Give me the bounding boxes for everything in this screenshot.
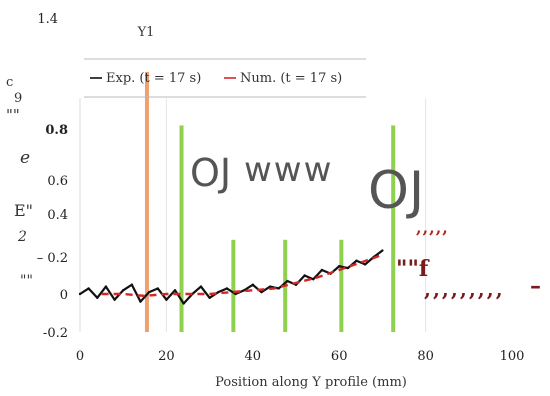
series-0-point-9 [156, 287, 159, 290]
series-0-point-7 [139, 300, 142, 303]
vertical-marker-4 [339, 239, 344, 332]
series-0-point-17 [225, 287, 229, 290]
series-0-point-33 [363, 263, 367, 266]
series-0-point-3 [104, 285, 108, 288]
series-layer [78, 249, 384, 305]
chart-title: Y1 [137, 25, 155, 40]
series-0-point-5 [122, 289, 125, 292]
x-tick-label-4: 80 [417, 349, 434, 364]
dark-dash: – [530, 273, 541, 299]
legend: Exp. (t = 17 s) Num. (t = 17 s) [84, 58, 366, 98]
x-tick-label-5: 100 [500, 349, 525, 364]
ylabel-fragment-e: e [20, 148, 30, 168]
ylabel-fragment-2: 2 [17, 229, 27, 245]
y-tick-label-2: 0.6 [47, 174, 68, 189]
series-0-point-22 [268, 285, 272, 288]
series-0-point-11 [173, 289, 177, 292]
y-tick-label-1: 0.8 [45, 123, 68, 138]
series-0-point-31 [346, 266, 350, 270]
vertical-markers [144, 71, 396, 332]
series-0-point-14 [199, 285, 203, 288]
y-tick-label-3: 0.4 [47, 208, 68, 223]
series-0-point-6 [130, 283, 134, 286]
series-0-point-23 [277, 287, 280, 290]
vertical-marker-1 [179, 125, 184, 332]
ylabel-fragment-c: c [6, 75, 13, 90]
series-0-point-27 [312, 278, 315, 281]
fragment-f: ""f [396, 256, 430, 282]
series-0-point-15 [208, 296, 211, 299]
series-0-point-18 [234, 292, 237, 296]
series-0-point-32 [355, 259, 358, 262]
series-0-point-28 [320, 268, 324, 272]
x-tick-label-1: 20 [158, 349, 175, 364]
overlay-label-b: www [244, 150, 333, 190]
y-tick-labels: 0.8 0.6 0.4 – 0.2 0 -0.2 [37, 123, 68, 341]
x-tick-labels: 0 20 40 60 80 100 [76, 349, 525, 364]
vertical-marker-0 [144, 71, 149, 332]
red-comma-marks-1: ,,,,, [416, 218, 449, 237]
y-tick-label-6: -0.2 [43, 326, 68, 341]
series-0-point-16 [217, 290, 220, 294]
x-tick-label-2: 40 [245, 349, 262, 364]
vertical-marker-5 [391, 125, 396, 332]
y-tick-label-4: – 0.2 [37, 251, 68, 266]
ylabel-fragment-9: 9 [14, 91, 22, 106]
ylabel-fragment-quotes: "" [6, 106, 20, 124]
x-tick-label-0: 0 [76, 349, 84, 364]
x-tick-label-3: 60 [331, 349, 348, 364]
vertical-marker-2 [231, 239, 236, 332]
overlay-label-c: OJ [368, 161, 424, 221]
series-0-point-10 [165, 298, 168, 301]
series-0-point-24 [286, 279, 289, 283]
series-0-point-19 [242, 289, 246, 292]
ylabel-fragment-E: E" [14, 201, 33, 220]
series-0-point-20 [251, 283, 254, 286]
y-axis-label-fragments: c 9 "" e E" 2 "" [6, 75, 33, 289]
y-tick-label-top: 1.4 [37, 12, 58, 27]
series-0-point-21 [260, 290, 263, 294]
series-line-0 [79, 249, 384, 305]
series-0-point-2 [96, 296, 99, 299]
series-0-point-4 [113, 298, 116, 301]
series-0-point-35 [381, 249, 384, 252]
legend-num-label: Num. (t = 17 s) [240, 71, 342, 86]
series-0-point-1 [87, 287, 90, 290]
overlay-label-a: OJ [190, 151, 231, 195]
series-0-point-8 [147, 290, 151, 294]
series-0-point-0 [78, 292, 82, 296]
series-0-point-12 [182, 302, 185, 305]
y-tick-label-5: 0 [60, 288, 68, 303]
red-comma-marks-2: ,,,,,,,,, [424, 277, 505, 301]
x-axis-title: Position along Y profile (mm) [215, 375, 407, 390]
series-0-point-30 [338, 265, 341, 268]
ylabel-fragment-quotes-2: "" [20, 273, 33, 289]
series-0-point-26 [303, 274, 306, 277]
legend-exp-label: Exp. (t = 17 s) [106, 71, 201, 86]
